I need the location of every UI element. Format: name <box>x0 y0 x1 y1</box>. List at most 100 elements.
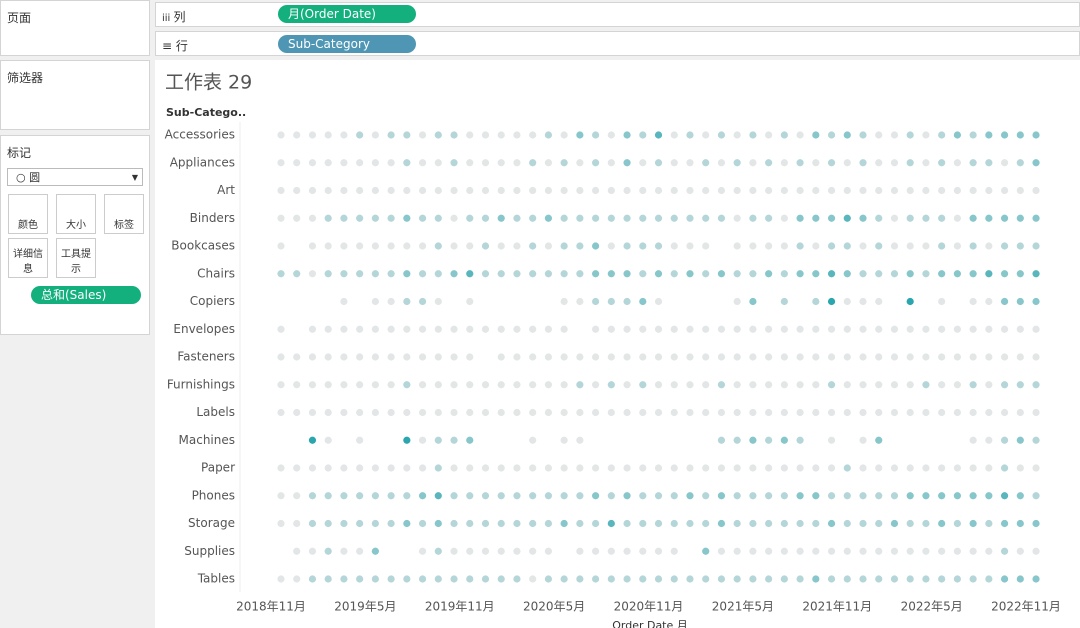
dot <box>765 436 773 444</box>
dot <box>324 353 332 361</box>
dot <box>387 353 395 361</box>
dot <box>623 131 631 139</box>
dot <box>450 408 458 417</box>
dot <box>985 131 993 139</box>
dot <box>529 159 537 167</box>
dot <box>324 381 332 389</box>
dot <box>623 408 631 417</box>
dot <box>969 186 977 195</box>
dot <box>827 186 836 195</box>
dot <box>324 159 332 167</box>
dot <box>702 381 710 389</box>
dot <box>1016 547 1024 555</box>
dot <box>812 492 820 500</box>
dot <box>686 464 694 472</box>
dot <box>780 353 788 361</box>
dot <box>749 159 757 167</box>
dot <box>607 519 615 528</box>
dot <box>403 519 411 528</box>
dot <box>859 519 867 528</box>
dot <box>371 242 379 250</box>
dot <box>308 408 317 417</box>
dot <box>969 575 977 583</box>
dot <box>560 492 568 500</box>
dot <box>387 381 395 389</box>
dot <box>308 492 317 500</box>
dot <box>733 436 741 444</box>
dot <box>702 159 710 167</box>
detail-button[interactable]: 详细信息 <box>8 238 48 278</box>
dot <box>450 381 458 389</box>
dot <box>544 159 553 167</box>
columns-label: iii 列 <box>162 10 186 24</box>
dot <box>544 353 553 361</box>
dot <box>827 131 836 139</box>
sales-pill[interactable]: 总和(Sales) <box>31 286 141 304</box>
dot <box>859 381 867 389</box>
dot <box>812 159 820 167</box>
dot <box>450 492 458 500</box>
dot <box>1032 159 1040 167</box>
dot <box>277 159 285 167</box>
dot <box>403 297 411 306</box>
columns-pill[interactable]: 月(Order Date) <box>278 5 416 23</box>
dot <box>780 381 788 389</box>
dot <box>780 131 788 139</box>
dot <box>938 186 946 195</box>
dot <box>308 519 317 528</box>
dot <box>796 519 804 528</box>
mark-type-dropdown[interactable]: ○ 圆 ▼ <box>7 168 143 186</box>
dot <box>890 214 899 222</box>
dot <box>702 547 710 555</box>
dot <box>859 159 867 167</box>
rows-pill[interactable]: Sub-Category <box>278 35 416 53</box>
dot <box>749 297 757 306</box>
dot <box>434 131 442 139</box>
dot <box>812 575 820 583</box>
dot <box>576 214 584 222</box>
color-button[interactable]: 颜色 <box>8 194 48 234</box>
dot <box>953 519 961 528</box>
label-button[interactable]: 标签 <box>104 194 144 234</box>
dot <box>922 408 930 417</box>
dot <box>1032 242 1040 250</box>
dot <box>749 492 757 500</box>
size-button[interactable]: 大小 <box>56 194 96 234</box>
dot <box>938 297 946 306</box>
button-label: 详细信息 <box>13 249 43 275</box>
dot <box>387 575 395 583</box>
dot <box>497 575 505 583</box>
dot <box>450 464 458 472</box>
dot <box>576 408 584 417</box>
dot <box>686 519 694 528</box>
marks-title: 标记 <box>7 146 32 160</box>
dot <box>953 492 961 500</box>
dot <box>450 159 458 167</box>
dot <box>843 408 851 417</box>
dot <box>403 325 411 333</box>
dot <box>969 519 977 528</box>
dot <box>985 214 993 222</box>
dot <box>623 242 631 250</box>
dot <box>938 464 946 472</box>
dot <box>969 353 977 361</box>
dot <box>340 297 348 306</box>
dot <box>529 492 537 500</box>
dot <box>1032 408 1040 417</box>
dot <box>670 519 678 528</box>
dot <box>969 242 977 250</box>
x-title: Order Date 月 <box>612 619 688 628</box>
tooltip-button[interactable]: 工具提示 <box>56 238 96 278</box>
dot <box>843 131 851 139</box>
dot <box>875 492 883 500</box>
dot <box>592 159 600 167</box>
dot <box>371 159 379 167</box>
dot <box>639 464 647 472</box>
dot <box>639 131 647 139</box>
dot <box>293 353 301 361</box>
dot <box>654 325 663 333</box>
dot <box>953 131 961 139</box>
dot <box>749 519 757 528</box>
dot <box>277 131 285 139</box>
dot <box>544 464 553 472</box>
